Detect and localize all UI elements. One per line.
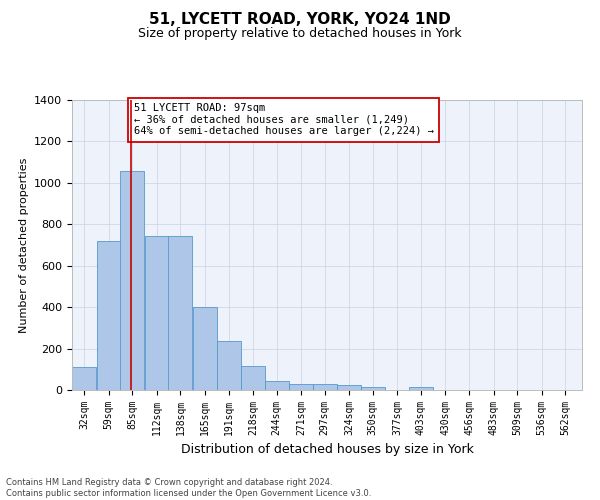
Text: Contains HM Land Registry data © Crown copyright and database right 2024.
Contai: Contains HM Land Registry data © Crown c…: [6, 478, 371, 498]
Bar: [361, 387, 385, 390]
Bar: [265, 380, 289, 390]
X-axis label: Distribution of detached houses by size in York: Distribution of detached houses by size …: [181, 444, 473, 456]
Bar: [337, 385, 361, 390]
Text: 51 LYCETT ROAD: 97sqm
← 36% of detached houses are smaller (1,249)
64% of semi-d: 51 LYCETT ROAD: 97sqm ← 36% of detached …: [134, 103, 434, 136]
Bar: [72, 367, 96, 390]
Bar: [313, 384, 337, 390]
Text: 51, LYCETT ROAD, YORK, YO24 1ND: 51, LYCETT ROAD, YORK, YO24 1ND: [149, 12, 451, 28]
Y-axis label: Number of detached properties: Number of detached properties: [19, 158, 29, 332]
Bar: [193, 307, 217, 390]
Bar: [121, 172, 145, 390]
Bar: [409, 387, 433, 390]
Bar: [217, 342, 241, 390]
Bar: [145, 236, 169, 390]
Text: Size of property relative to detached houses in York: Size of property relative to detached ho…: [138, 28, 462, 40]
Bar: [241, 366, 265, 390]
Bar: [289, 384, 313, 390]
Bar: [169, 236, 193, 390]
Bar: [97, 241, 121, 390]
